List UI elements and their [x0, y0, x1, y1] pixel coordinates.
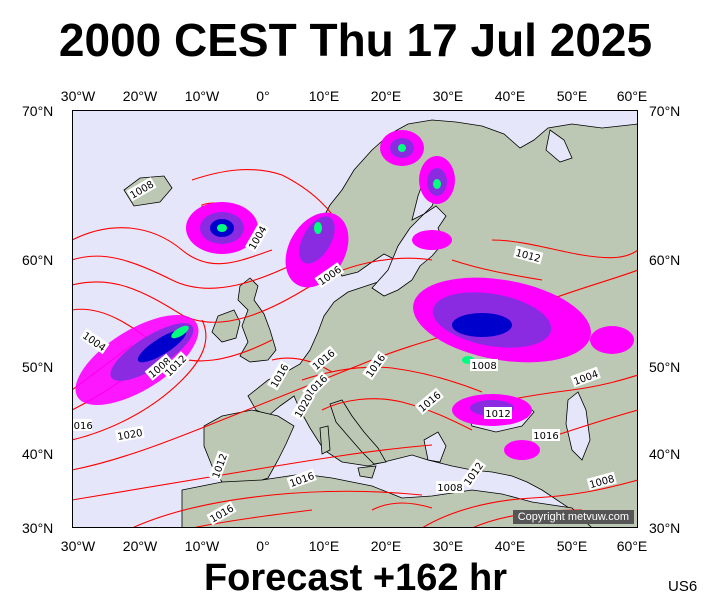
isobar-line	[72, 227, 273, 265]
isobar-label: 1020	[117, 428, 144, 443]
precip-area-light	[504, 440, 540, 460]
lon-tick-label: 20°W	[122, 538, 158, 554]
forecast-map: 1008 1004 1012 1006 1004 1008 1012 1016 …	[72, 110, 638, 528]
lon-tick-label: 10°W	[184, 538, 220, 554]
isobar-line	[491, 239, 638, 259]
isobar-label: 1016	[533, 431, 558, 442]
sardinia-landmass	[319, 425, 331, 455]
lat-tick-label: 40°N	[22, 446, 54, 462]
isobar-line	[371, 502, 433, 511]
lat-tick-label: 70°N	[22, 103, 54, 119]
isobar-line	[301, 366, 483, 393]
precip-area-core	[217, 224, 227, 232]
lon-tick-label: 0°	[256, 88, 270, 104]
precip-area-core	[314, 222, 322, 234]
isobar-label: 1008	[471, 361, 496, 372]
isobar-label: 1016	[72, 421, 93, 432]
lon-tick-label: 10°E	[308, 88, 340, 104]
isobar-label: 1012	[485, 409, 510, 420]
lon-tick-label: 20°E	[370, 88, 402, 104]
ireland-landmass	[211, 309, 241, 343]
precip-area-light	[590, 326, 634, 354]
lat-tick-label: 50°N	[649, 359, 681, 375]
white-sea	[545, 129, 573, 163]
lon-tick-label: 0°	[256, 538, 270, 554]
isobar-label: 1008	[437, 483, 462, 494]
lon-tick-label: 60°E	[616, 88, 648, 104]
map-frame: 1008 1004 1012 1006 1004 1008 1012 1016 …	[72, 110, 638, 528]
isobar-line	[451, 259, 543, 281]
map-title: 2000 CEST Thu 17 Jul 2025	[58, 14, 653, 66]
precip-area-core	[433, 179, 441, 189]
lat-tick-label: 60°N	[22, 252, 54, 268]
lon-tick-label: 30°E	[432, 88, 464, 104]
baltic-sea	[371, 205, 447, 297]
isobar-line	[131, 490, 423, 528]
italy-landmass	[329, 399, 387, 465]
lat-tick-label: 40°N	[649, 446, 681, 462]
aegean-sea	[423, 431, 447, 463]
precip-area-light	[412, 230, 452, 250]
lon-tick-label: 60°E	[616, 538, 648, 554]
sicily-landmass	[357, 465, 377, 479]
lon-tick-label: 50°E	[556, 88, 588, 104]
isobar-line	[72, 444, 433, 501]
lon-tick-label: 40°E	[494, 538, 526, 554]
lat-tick-label: 30°N	[22, 520, 54, 536]
lon-tick-label: 30°W	[60, 538, 96, 554]
lat-tick-label: 30°N	[649, 520, 681, 536]
isobar-line	[321, 398, 473, 431]
isobar-line	[72, 255, 303, 289]
lat-tick-label: 50°N	[22, 359, 54, 375]
isobar-line	[72, 319, 207, 441]
precip-area-core	[171, 325, 189, 339]
great-britain-landmass	[237, 277, 277, 363]
lon-tick-label: 40°E	[494, 88, 526, 104]
lon-tick-label: 20°W	[122, 88, 158, 104]
isobar-line	[191, 509, 313, 528]
precip-area-mid	[299, 216, 335, 264]
isobars	[72, 169, 638, 528]
model-code: US6	[668, 578, 698, 595]
lon-tick-label: 30°E	[432, 538, 464, 554]
land-masses	[123, 119, 638, 528]
lat-tick-label: 70°N	[649, 103, 681, 119]
lat-tick-label: 60°N	[649, 252, 681, 268]
lon-tick-label: 10°E	[308, 538, 340, 554]
lon-tick-label: 10°W	[184, 88, 220, 104]
map-border	[72, 110, 638, 528]
isobar-line	[271, 357, 333, 373]
lon-tick-label: 50°E	[556, 538, 588, 554]
lon-tick-label: 30°W	[60, 88, 96, 104]
precip-area-heavy	[452, 313, 512, 337]
lon-tick-label: 20°E	[370, 538, 402, 554]
precip-area-core	[398, 144, 406, 152]
isobar-line	[72, 257, 433, 323]
isobar-line	[191, 169, 343, 231]
isobar-line	[421, 479, 638, 528]
caspian-sea	[565, 391, 591, 461]
copyright-notice: Copyright metvuw.com	[512, 510, 634, 524]
forecast-hour-label: Forecast +162 hr	[203, 557, 508, 599]
